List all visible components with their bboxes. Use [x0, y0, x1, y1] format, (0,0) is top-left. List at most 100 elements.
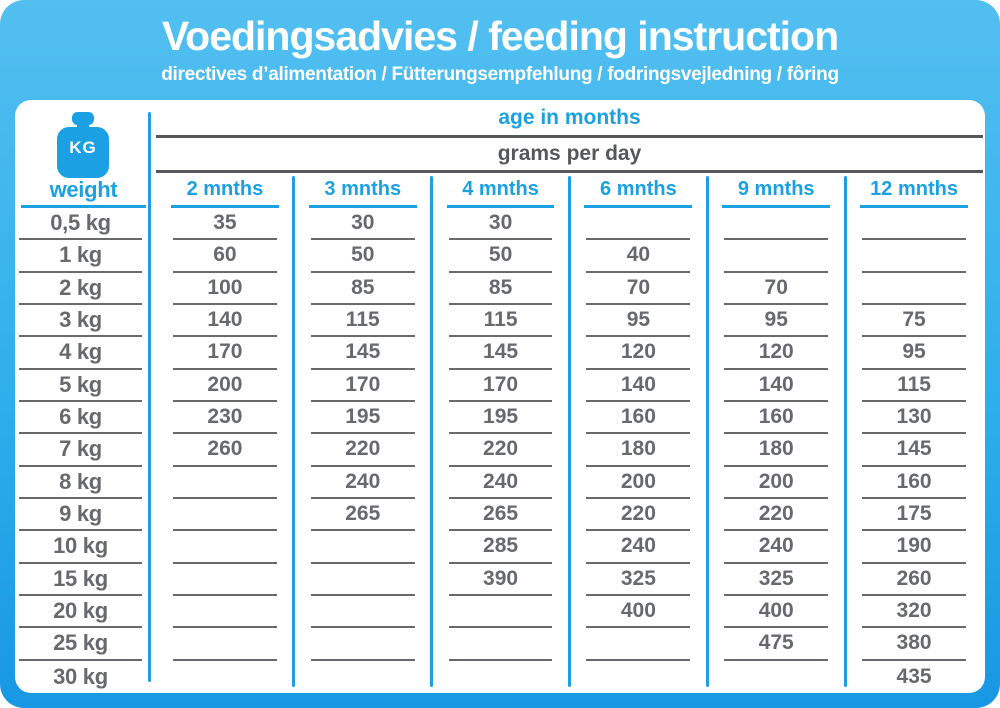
data-cell: 140 [586, 370, 691, 402]
data-cell: 390 [448, 564, 553, 596]
weight-cell: 5 kg [19, 370, 142, 402]
data-cell: 85 [310, 273, 415, 305]
data-cell: 180 [586, 434, 691, 467]
data-cell: 85 [448, 273, 553, 305]
data-cell: 40 [586, 240, 691, 273]
data-cell: 115 [862, 370, 966, 402]
data-cell: 170 [310, 370, 415, 402]
kg-weight-icon: KG [56, 112, 109, 178]
data-cell [449, 661, 553, 693]
data-cell [586, 208, 691, 241]
table-panel: KG weight 0,5 kg 1 kg 2 kg 3 kg 4 kg 5 kg 6 kg… [15, 100, 985, 693]
weight-cell: 6 kg [19, 402, 142, 435]
data-cell: 170 [448, 370, 553, 402]
data-cell: 265 [448, 499, 553, 532]
data-cell: 115 [448, 305, 553, 338]
column-header: 9 mnths [722, 173, 831, 208]
data-cell: 260 [173, 434, 277, 467]
data-cell: 100 [173, 273, 277, 305]
data-cell [724, 240, 829, 273]
data-cell [586, 628, 691, 661]
data-cell [310, 564, 415, 596]
data-cell: 50 [448, 240, 553, 273]
weight-cell: 9 kg [19, 499, 142, 532]
data-cell [173, 628, 277, 661]
data-cell: 230 [173, 402, 277, 435]
data-cell: 475 [724, 628, 829, 661]
weight-cell: 10 kg [19, 531, 142, 564]
column-header: 2 mnths [171, 173, 279, 208]
data-cell [310, 596, 415, 629]
data-cell: 320 [862, 596, 966, 629]
weight-icon-wrap: KG [15, 100, 150, 178]
data-cell [173, 661, 277, 693]
data-cell: 220 [310, 434, 415, 467]
page-title: Voedingsadvies / feeding instruction [161, 13, 839, 59]
data-area: age in months grams per day 2 mnths 35 60 1… [156, 100, 983, 693]
column-header: 6 mnths [584, 173, 693, 208]
weight-cell: 3 kg [19, 305, 142, 338]
data-cell: 95 [586, 305, 691, 338]
weight-cell: 20 kg [19, 596, 142, 629]
data-cell: 200 [586, 467, 691, 499]
data-cell: 240 [724, 531, 829, 564]
data-cell: 400 [586, 596, 691, 629]
data-cell: 160 [862, 467, 966, 499]
data-cell: 30 [448, 208, 553, 241]
data-cell: 325 [724, 564, 829, 596]
age-in-months-header: age in months [156, 100, 983, 138]
data-cell [310, 531, 415, 564]
data-column-3-mnths: 3 mnths 30 50 85 115 145 170 195 220 240 265 [294, 173, 433, 693]
weight-cell: 25 kg [19, 628, 142, 661]
column-header: 4 mnths [446, 173, 555, 208]
data-column-6-mnths: 6 mnths 40 70 95 120 140 160 180 200 220 240 325 400 [569, 173, 709, 693]
weight-header: weight [21, 175, 146, 208]
data-cell [724, 208, 829, 241]
data-cell: 70 [586, 273, 691, 305]
data-cell [311, 661, 415, 693]
data-column-2-mnths: 2 mnths 35 60 100 140 170 200 230 260 [156, 173, 296, 693]
data-cell [862, 273, 966, 305]
weight-cell: 0,5 kg [19, 208, 142, 241]
data-cell [173, 531, 277, 564]
data-cell: 130 [862, 402, 966, 435]
data-cell: 95 [862, 337, 966, 370]
data-columns: 2 mnths 35 60 100 140 170 200 230 260 3 mnths 30 50… [156, 173, 983, 693]
data-cell: 400 [724, 596, 829, 629]
data-cell: 145 [448, 337, 553, 370]
data-cell: 160 [586, 402, 691, 435]
weight-cell: 8 kg [19, 467, 142, 499]
data-cell: 50 [310, 240, 415, 273]
weight-cell: 30 kg [53, 663, 108, 689]
data-cell: 70 [724, 273, 829, 305]
column-header: 3 mnths [308, 173, 417, 208]
header-band: Voedingsadvies / feeding instruction dir… [0, 0, 1000, 100]
data-cell [586, 661, 690, 693]
data-cell: 325 [586, 564, 691, 596]
weight-cell: 1 kg [19, 240, 142, 273]
data-column-4-mnths: 4 mnths 30 50 85 115 145 170 195 220 240 265 285 390 [432, 173, 571, 693]
data-cell: 220 [448, 434, 553, 467]
data-cell: 170 [173, 337, 277, 370]
data-cell: 75 [862, 305, 966, 338]
data-cell: 285 [448, 531, 553, 564]
data-cell: 30 [310, 208, 415, 241]
weight-cell: 7 kg [19, 434, 142, 467]
data-cell: 145 [862, 434, 966, 467]
weight-cell: 4 kg [19, 337, 142, 370]
page-subtitle: directives d’alimentation / Fütterungsem… [161, 64, 839, 85]
data-cell: 220 [586, 499, 691, 532]
data-cell: 240 [310, 467, 415, 499]
weight-icon-label: KG [69, 138, 97, 157]
data-cell: 140 [173, 305, 277, 338]
data-cell: 200 [173, 370, 277, 402]
data-cell [724, 661, 828, 693]
data-cell: 190 [862, 531, 966, 564]
data-cell: 240 [586, 531, 691, 564]
data-cell: 265 [310, 499, 415, 532]
data-cell: 180 [724, 434, 829, 467]
data-cell [173, 596, 277, 629]
data-cell [448, 628, 553, 661]
data-cell: 60 [173, 240, 277, 273]
